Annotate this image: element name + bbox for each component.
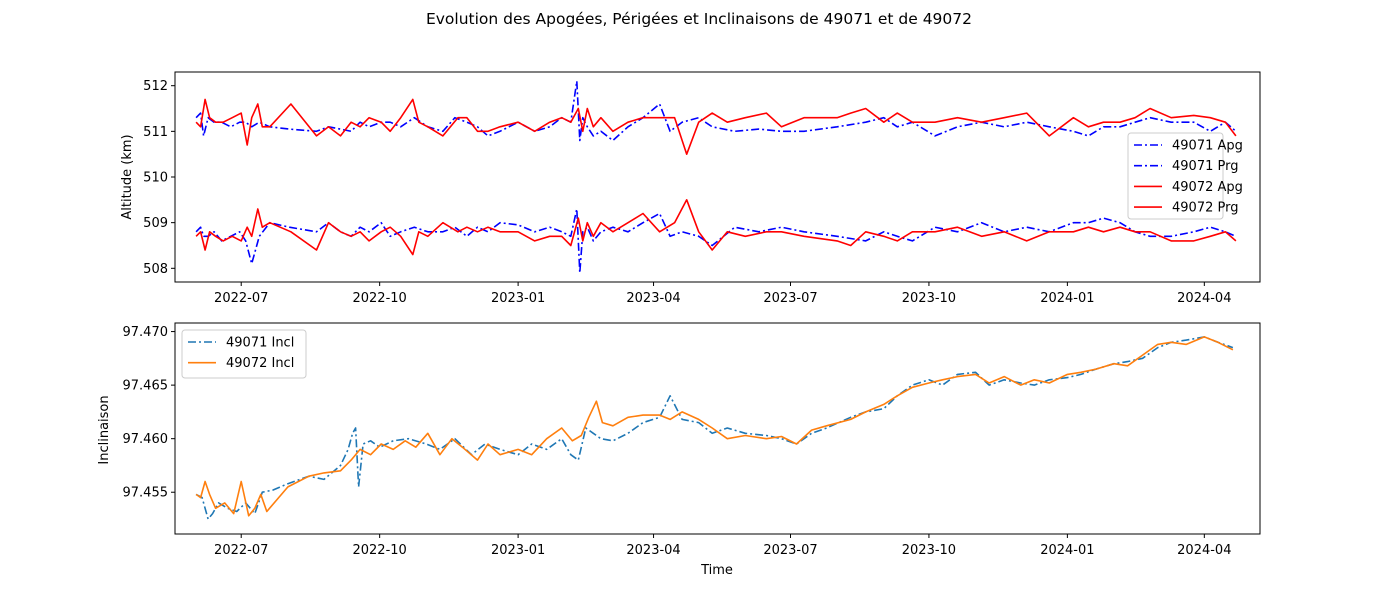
inclinaison-x-tick-label: 2022-10 bbox=[352, 543, 406, 558]
altitude-y-tick-label: 512 bbox=[143, 79, 168, 94]
altitude-legend: 49071 Apg 49071 Prg 49072 Apg 49072 Prg bbox=[1127, 132, 1243, 220]
figure-title: Evolution des Apogées, Périgées et Incli… bbox=[426, 10, 972, 28]
altitude-y-tick-label: 509 bbox=[143, 216, 168, 231]
inclinaison-x-tick-label: 2023-10 bbox=[902, 543, 956, 558]
altitude-series-line-4 bbox=[195, 199, 1237, 256]
inclinaison-series-layer bbox=[195, 336, 1234, 520]
inclinaison-panel: 2022-07 2022-10 2023-01 2023-04 2023-07 2023-… bbox=[97, 322, 1261, 578]
altitude-legend-label: 49072 Prg bbox=[1172, 201, 1238, 216]
altitude-legend-label: 49071 Apg bbox=[1172, 139, 1243, 154]
inclinaison-series-line-1 bbox=[195, 336, 1234, 520]
altitude-panel: 2022-07 2022-10 2023-01 2023-04 2023-07 2023-… bbox=[120, 71, 1261, 306]
inclinaison-x-tick-label: 2024-01 bbox=[1040, 543, 1094, 558]
inclinaison-legend-label: 49071 Incl bbox=[226, 336, 294, 351]
altitude-legend-box bbox=[1127, 132, 1224, 220]
inclinaison-x-axis: 2022-07 2022-10 2023-01 2023-04 2023-07 2023-… bbox=[214, 534, 1231, 558]
altitude-x-tick-label: 2023-10 bbox=[902, 291, 956, 306]
inclinaison-y-axis-label: Inclinaison bbox=[97, 395, 112, 464]
inclinaison-x-tick-label: 2023-07 bbox=[763, 543, 817, 558]
altitude-series-layer bbox=[195, 80, 1237, 274]
altitude-x-axis: 2022-07 2022-10 2023-01 2023-04 2023-07 2023-… bbox=[214, 282, 1231, 306]
altitude-y-tick-label: 508 bbox=[143, 262, 168, 277]
altitude-y-axis-label: Altitude (km) bbox=[120, 134, 135, 219]
altitude-series-line-3 bbox=[195, 98, 1237, 155]
inclinaison-legend-box bbox=[181, 329, 307, 379]
inclinaison-x-axis-label: Time bbox=[700, 563, 733, 578]
altitude-y-axis: 508 509 510 511 512 bbox=[143, 79, 175, 277]
altitude-x-tick-label: 2024-04 bbox=[1177, 291, 1231, 306]
altitude-series-line-2 bbox=[195, 208, 1237, 274]
inclinaison-legend: 49071 Incl 49072 Incl bbox=[181, 329, 307, 379]
altitude-y-tick-label: 511 bbox=[143, 125, 168, 140]
altitude-x-tick-label: 2023-01 bbox=[491, 291, 545, 306]
inclinaison-y-axis: 97.455 97.460 97.465 97.470 bbox=[123, 325, 175, 501]
altitude-x-tick-label: 2022-10 bbox=[352, 291, 406, 306]
altitude-y-tick-label: 510 bbox=[143, 171, 168, 186]
inclinaison-series-line-2 bbox=[195, 336, 1234, 517]
altitude-x-tick-label: 2024-01 bbox=[1040, 291, 1094, 306]
inclinaison-legend-label: 49072 Incl bbox=[226, 356, 294, 371]
inclinaison-y-tick-label: 97.455 bbox=[123, 486, 169, 501]
inclinaison-x-tick-label: 2022-07 bbox=[214, 543, 268, 558]
inclinaison-y-tick-label: 97.460 bbox=[123, 432, 169, 447]
altitude-x-tick-label: 2023-04 bbox=[626, 291, 680, 306]
inclinaison-x-tick-label: 2023-04 bbox=[626, 543, 680, 558]
altitude-legend-label: 49071 Prg bbox=[1172, 159, 1238, 174]
inclinaison-y-tick-label: 97.465 bbox=[123, 379, 169, 394]
inclinaison-plot-frame bbox=[174, 322, 1261, 535]
inclinaison-y-tick-label: 97.470 bbox=[123, 325, 169, 340]
altitude-legend-label: 49072 Apg bbox=[1172, 180, 1243, 195]
altitude-x-tick-label: 2022-07 bbox=[214, 291, 268, 306]
altitude-series-line-1 bbox=[195, 80, 1237, 142]
altitude-x-tick-label: 2023-07 bbox=[763, 291, 817, 306]
inclinaison-x-tick-label: 2024-04 bbox=[1177, 543, 1231, 558]
inclinaison-x-tick-label: 2023-01 bbox=[491, 543, 545, 558]
